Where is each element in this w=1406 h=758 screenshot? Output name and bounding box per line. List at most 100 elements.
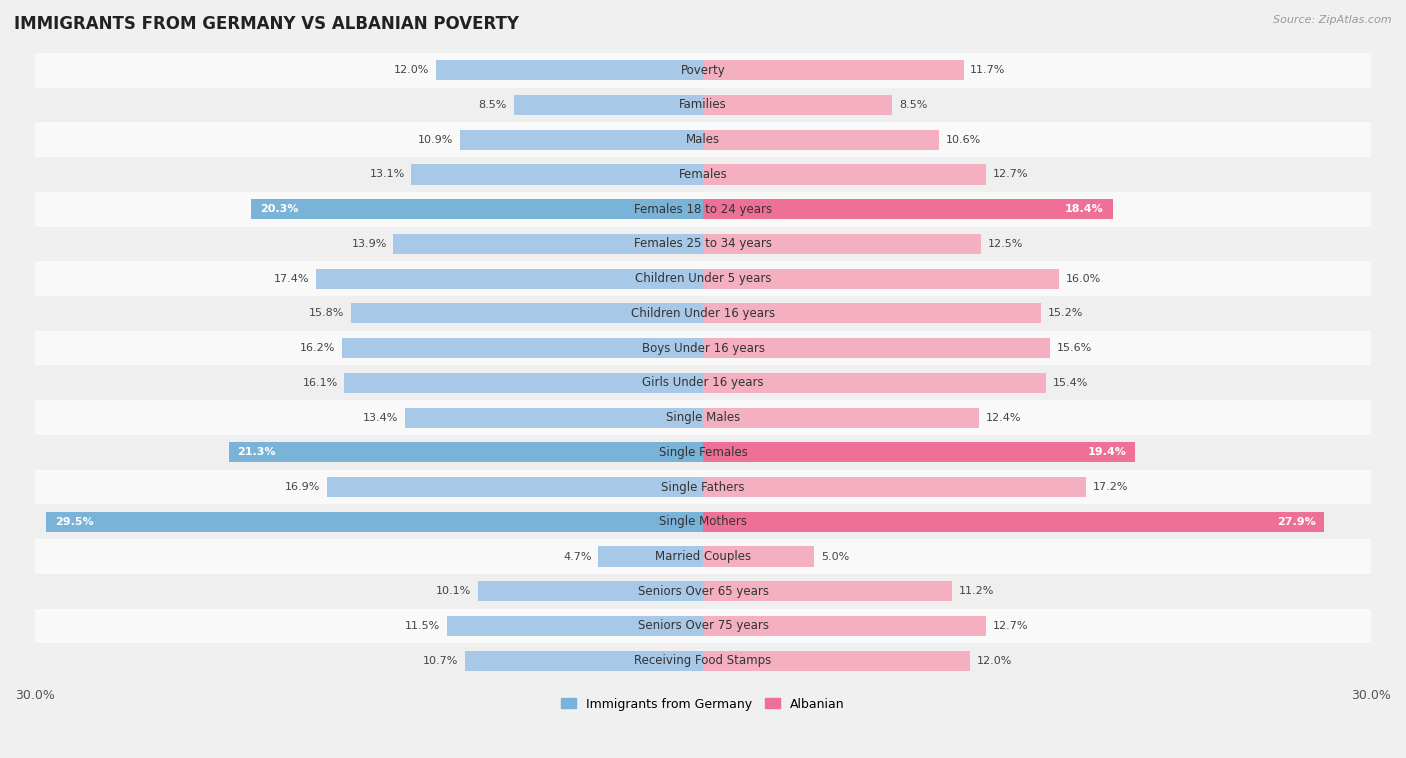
Text: 27.9%: 27.9% [1277, 517, 1316, 527]
Text: 16.9%: 16.9% [284, 482, 321, 492]
Bar [405, 408, 703, 428]
Text: 13.4%: 13.4% [363, 412, 398, 422]
Text: 15.8%: 15.8% [309, 309, 344, 318]
Bar [352, 303, 703, 324]
Bar [703, 268, 1059, 289]
Bar [229, 442, 703, 462]
Text: Seniors Over 65 years: Seniors Over 65 years [637, 584, 769, 598]
Text: Married Couples: Married Couples [655, 550, 751, 563]
Bar [35, 435, 1371, 470]
Text: Females: Females [679, 168, 727, 181]
Bar [703, 338, 1050, 359]
Text: 16.2%: 16.2% [301, 343, 336, 353]
Text: 16.0%: 16.0% [1066, 274, 1101, 283]
Text: Seniors Over 75 years: Seniors Over 75 years [637, 619, 769, 632]
Text: Single Mothers: Single Mothers [659, 515, 747, 528]
Text: 15.6%: 15.6% [1057, 343, 1092, 353]
Bar [35, 330, 1371, 365]
Text: 21.3%: 21.3% [238, 447, 276, 457]
Bar [703, 303, 1042, 324]
Bar [35, 157, 1371, 192]
Bar [35, 122, 1371, 157]
Bar [703, 650, 970, 671]
Text: 12.7%: 12.7% [993, 621, 1028, 631]
Bar [35, 192, 1371, 227]
Text: 11.7%: 11.7% [970, 65, 1005, 75]
Text: 11.5%: 11.5% [405, 621, 440, 631]
Bar [703, 164, 986, 184]
Bar [35, 262, 1371, 296]
Bar [478, 581, 703, 601]
Bar [394, 234, 703, 254]
Bar [46, 512, 703, 532]
Bar [35, 88, 1371, 122]
Text: Females 25 to 34 years: Females 25 to 34 years [634, 237, 772, 250]
Bar [703, 60, 963, 80]
Text: 10.1%: 10.1% [436, 586, 471, 597]
Text: 8.5%: 8.5% [478, 100, 508, 110]
Bar [35, 470, 1371, 504]
Text: Single Females: Single Females [658, 446, 748, 459]
Text: 10.6%: 10.6% [946, 135, 981, 145]
Text: Females 18 to 24 years: Females 18 to 24 years [634, 202, 772, 216]
Bar [703, 512, 1324, 532]
Bar [513, 95, 703, 115]
Text: 15.4%: 15.4% [1053, 377, 1088, 388]
Bar [250, 199, 703, 219]
Text: Children Under 5 years: Children Under 5 years [634, 272, 772, 285]
Bar [35, 400, 1371, 435]
Text: 29.5%: 29.5% [55, 517, 94, 527]
Bar [35, 609, 1371, 644]
Bar [35, 296, 1371, 330]
Text: 19.4%: 19.4% [1087, 447, 1126, 457]
Bar [315, 268, 703, 289]
Text: 13.9%: 13.9% [352, 239, 387, 249]
Text: 12.0%: 12.0% [394, 65, 429, 75]
Bar [436, 60, 703, 80]
Bar [599, 547, 703, 566]
Bar [703, 477, 1085, 497]
Text: 12.7%: 12.7% [993, 170, 1028, 180]
Bar [460, 130, 703, 150]
Bar [703, 199, 1112, 219]
Text: Receiving Food Stamps: Receiving Food Stamps [634, 654, 772, 667]
Bar [703, 442, 1135, 462]
Text: Poverty: Poverty [681, 64, 725, 77]
Legend: Immigrants from Germany, Albanian: Immigrants from Germany, Albanian [557, 693, 849, 716]
Bar [447, 616, 703, 636]
Bar [35, 504, 1371, 539]
Bar [326, 477, 703, 497]
Text: 13.1%: 13.1% [370, 170, 405, 180]
Bar [703, 130, 939, 150]
Text: 12.5%: 12.5% [988, 239, 1024, 249]
Text: 12.0%: 12.0% [977, 656, 1012, 666]
Text: Males: Males [686, 133, 720, 146]
Bar [703, 234, 981, 254]
Text: 12.4%: 12.4% [986, 412, 1021, 422]
Text: 5.0%: 5.0% [821, 552, 849, 562]
Text: Single Fathers: Single Fathers [661, 481, 745, 493]
Text: Source: ZipAtlas.com: Source: ZipAtlas.com [1274, 15, 1392, 25]
Text: Boys Under 16 years: Boys Under 16 years [641, 342, 765, 355]
Text: 20.3%: 20.3% [260, 204, 298, 215]
Text: Single Males: Single Males [666, 411, 740, 424]
Bar [35, 365, 1371, 400]
Text: Girls Under 16 years: Girls Under 16 years [643, 377, 763, 390]
Bar [35, 227, 1371, 262]
Bar [703, 547, 814, 566]
Text: 16.1%: 16.1% [302, 377, 337, 388]
Text: IMMIGRANTS FROM GERMANY VS ALBANIAN POVERTY: IMMIGRANTS FROM GERMANY VS ALBANIAN POVE… [14, 15, 519, 33]
Bar [703, 408, 979, 428]
Text: 10.7%: 10.7% [423, 656, 458, 666]
Bar [703, 616, 986, 636]
Bar [35, 539, 1371, 574]
Text: Families: Families [679, 99, 727, 111]
Bar [342, 338, 703, 359]
Bar [412, 164, 703, 184]
Text: 18.4%: 18.4% [1066, 204, 1104, 215]
Bar [35, 53, 1371, 88]
Text: 10.9%: 10.9% [418, 135, 454, 145]
Bar [703, 373, 1046, 393]
Text: 8.5%: 8.5% [898, 100, 928, 110]
Text: 17.4%: 17.4% [273, 274, 309, 283]
